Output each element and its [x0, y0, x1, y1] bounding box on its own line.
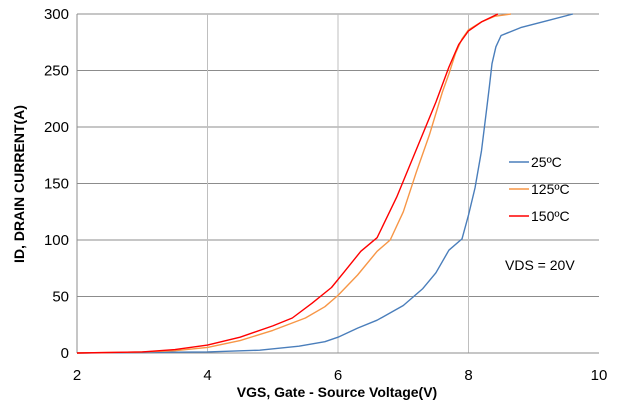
x-tick-label: 6 — [334, 367, 342, 384]
y-tick-label: 250 — [44, 63, 69, 80]
y-tick-label: 300 — [44, 6, 69, 23]
legend: 25ºC 125ºC 150ºC — [509, 154, 570, 224]
plot-area: 0 50 100 150 200 250 300 2 4 6 8 10 — [44, 6, 607, 384]
y-tick-label: 0 — [61, 345, 69, 362]
x-tick-label: 2 — [73, 367, 81, 384]
legend-label: 150ºC — [531, 208, 570, 224]
y-tick-label: 150 — [44, 176, 69, 193]
y-tick-label: 200 — [44, 119, 69, 136]
x-tick-label: 10 — [591, 367, 608, 384]
legend-label: 25ºC — [531, 154, 562, 170]
series-line — [76, 13, 574, 354]
y-tick-label: 50 — [52, 289, 69, 306]
x-tick-label: 8 — [464, 367, 472, 384]
y-tick-label: 100 — [44, 232, 69, 249]
legend-label: 125ºC — [531, 181, 570, 197]
vds-annotation: VDS = 20V — [505, 257, 575, 273]
x-axis-title: VGS, Gate - Source Voltage(V) — [237, 384, 437, 400]
series-line — [76, 13, 499, 354]
y-axis-title: ID, DRAIN CURRENT(A) — [11, 105, 27, 263]
x-tick-label: 4 — [203, 367, 211, 384]
